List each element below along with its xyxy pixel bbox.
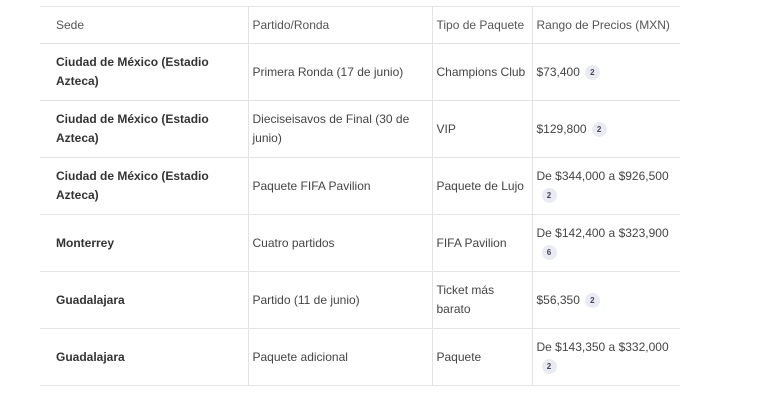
cell-partido-text: Primera Ronda (17 de junio) [252,64,404,79]
cell-tipo-text: Ticket más barato [436,283,495,316]
cell-sede: Guadalajara [40,271,248,329]
cell-sede-text: Ciudad de México (Estadio Azteca) [56,55,209,88]
citation-badge[interactable]: 2 [591,121,607,137]
cell-partido: Primera Ronda (17 de junio) [247,43,432,101]
cell-partido: Paquete adicional [247,328,432,386]
cell-partido-text: Paquete FIFA Pavilion [252,178,371,193]
cell-partido: Partido (11 de junio) [247,271,432,329]
cell-sede-text: Ciudad de México (Estadio Azteca) [56,169,209,202]
table-row: Guadalajara Paquete adicional Paquete De $1… [40,328,680,386]
cell-tipo: Paquete [431,328,532,386]
table-row: Ciudad de México (Estadio Azteca) Diecise… [40,100,680,158]
cell-precio: $73,400 2 [531,43,680,101]
cell-precio-text: $129,800 [536,121,587,136]
cell-precio: De $142,400 a $323,900 6 [531,214,680,272]
cell-precio: De $143,350 a $332,000 2 [531,328,680,386]
cell-partido-text: Cuatro partidos [252,235,335,250]
citation-badge[interactable]: 2 [584,64,600,80]
cell-precio-text: De $344,000 a $926,500 [536,169,669,183]
cell-sede-text: Guadalajara [56,349,125,364]
header-precio: Rango de Precios (MXN) [531,6,680,44]
table-row: Monterrey Cuatro partidos FIFA Pavilion De … [40,214,680,272]
cell-precio-text: De $143,350 a $332,000 [536,340,669,354]
cell-tipo: VIP [431,100,532,158]
cell-tipo-text: FIFA Pavilion [436,235,507,250]
citation-badge[interactable]: 2 [541,359,557,375]
header-sede: Sede [40,6,248,44]
cell-partido: Cuatro partidos [247,214,432,272]
cell-precio: De $344,000 a $926,500 2 [531,157,680,215]
cell-sede: Guadalajara [40,328,248,386]
cell-precio: $129,800 2 [531,100,680,158]
cell-tipo: FIFA Pavilion [431,214,532,272]
cell-sede: Ciudad de México (Estadio Azteca) [40,157,248,215]
table-row: Guadalajara Partido (11 de junio) Ticket m… [40,271,680,329]
citation-badge[interactable]: 2 [541,188,557,204]
cell-tipo: Champions Club [431,43,532,101]
cell-tipo-text: Champions Club [436,64,526,79]
price-table: Sede Partido/Ronda Tipo de Paquete Rango… [40,6,680,386]
citation-badge[interactable]: 6 [541,245,557,261]
citation-badge[interactable]: 2 [584,292,600,308]
table-row: Ciudad de México (Estadio Azteca) Paquete… [40,157,680,215]
cell-tipo-text: Paquete de Lujo [436,178,524,193]
header-tipo: Tipo de Paquete [431,6,532,44]
table-row: Ciudad de México (Estadio Azteca) Primera… [40,43,680,101]
cell-partido-text: Dieciseisavos de Final (30 de junio) [252,112,410,145]
cell-precio-text: $73,400 [536,64,580,79]
cell-partido-text: Partido (11 de junio) [252,292,360,307]
cell-partido: Dieciseisavos de Final (30 de junio) [247,100,432,158]
cell-partido-text: Paquete adicional [252,349,348,364]
cell-sede: Monterrey [40,214,248,272]
header-partido: Partido/Ronda [247,6,432,44]
cell-sede: Ciudad de México (Estadio Azteca) [40,100,248,158]
cell-tipo-text: Paquete [436,349,482,364]
cell-sede-text: Guadalajara [56,292,125,307]
table-header-row: Sede Partido/Ronda Tipo de Paquete Rango… [40,6,680,44]
cell-precio: $56,350 2 [531,271,680,329]
cell-partido: Paquete FIFA Pavilion [247,157,432,215]
cell-precio-text: De $142,400 a $323,900 [536,226,669,240]
cell-sede: Ciudad de México (Estadio Azteca) [40,43,248,101]
cell-tipo-text: VIP [436,121,456,136]
cell-precio-text: $56,350 [536,292,580,307]
cell-sede-text: Monterrey [56,235,115,250]
cell-sede-text: Ciudad de México (Estadio Azteca) [56,112,209,145]
cell-tipo: Paquete de Lujo [431,157,532,215]
cell-tipo: Ticket más barato [431,271,532,329]
